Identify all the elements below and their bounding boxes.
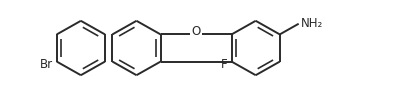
Text: Br: Br (40, 58, 53, 71)
Text: F: F (221, 58, 228, 71)
Text: O: O (191, 25, 201, 38)
Text: NH₂: NH₂ (301, 17, 323, 30)
